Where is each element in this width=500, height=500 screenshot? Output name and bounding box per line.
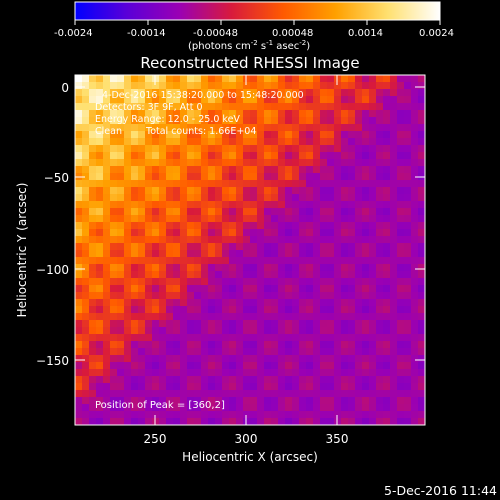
colorbar-tick-label: -0.0024 bbox=[54, 28, 93, 39]
y-axis-label: Heliocentric Y (arcsec) bbox=[15, 183, 29, 318]
x-tick-label: 350 bbox=[326, 432, 349, 446]
image-annotations: 4-Dec-2016 15:38:20.000 to 15:48:20.000 … bbox=[95, 90, 304, 411]
colorbar-tick-label: 0.0014 bbox=[348, 28, 383, 39]
annotation-clean: Clean bbox=[95, 126, 122, 137]
y-tick-label: −50 bbox=[44, 171, 69, 185]
plot-title: Reconstructed RHESSI Image bbox=[140, 54, 359, 72]
x-tick-label: 250 bbox=[144, 432, 167, 446]
annotation-energy-range: Energy Range: 12.0 - 25.0 keV bbox=[95, 114, 240, 125]
y-tick-label: 0 bbox=[61, 81, 69, 95]
colorbar-tick-label: 0.0024 bbox=[419, 28, 454, 39]
colorbar-ticks bbox=[74, 20, 441, 25]
annotation-time-range: 4-Dec-2016 15:38:20.000 to 15:48:20.000 bbox=[102, 90, 304, 101]
colorbar-tick-label: -0.0014 bbox=[127, 28, 166, 39]
annotation-total-counts: Total counts: 1.66E+04 bbox=[145, 126, 256, 137]
colorbar-units: (photons cm-2 s-1 asec-2) bbox=[188, 39, 310, 52]
x-tick-label: 300 bbox=[235, 432, 258, 446]
colorbar-tick-label: -0.00048 bbox=[193, 28, 238, 39]
colorbar-tick-label: 0.00048 bbox=[272, 28, 313, 39]
colorbar: -0.0024 -0.0014 -0.00048 0.00048 0.0014 … bbox=[54, 1, 454, 52]
image-pixels bbox=[75, 75, 425, 425]
y-tick-label: −150 bbox=[36, 354, 69, 368]
plot-timestamp: 5-Dec-2016 11:44 bbox=[384, 483, 497, 498]
annotation-peak-position: Position of Peak = [360,2] bbox=[95, 400, 225, 411]
annotation-detectors: Detectors: 3F 9F, Att 0 bbox=[95, 102, 203, 113]
plot-frame bbox=[74, 74, 426, 426]
x-axis-label: Heliocentric X (arcsec) bbox=[182, 450, 318, 464]
y-tick-label: −100 bbox=[36, 263, 69, 277]
colorbar-gradient bbox=[74, 1, 441, 21]
rhessi-image bbox=[75, 75, 425, 425]
